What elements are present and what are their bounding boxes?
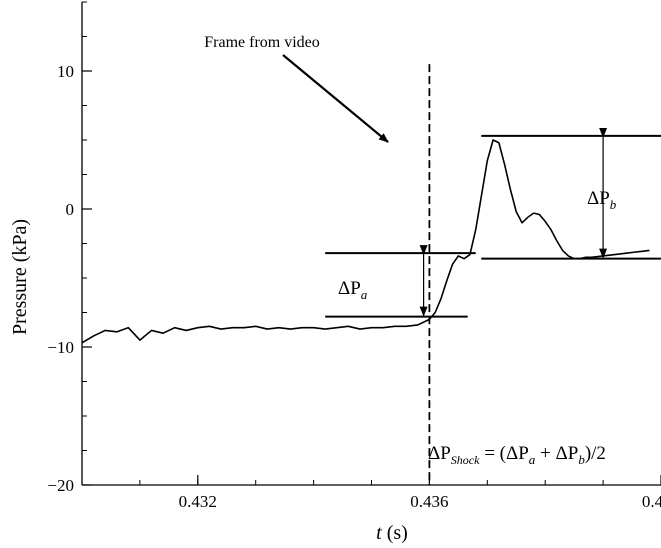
x-axis-label: t (s) bbox=[376, 522, 408, 544]
ticks: 0.432 0.436 0.440 −20 −10 0 10 bbox=[47, 1, 661, 511]
pressure-series-line bbox=[81, 139, 650, 344]
y-axis-label: Pressure (kPa) bbox=[9, 219, 31, 335]
y-tick-label: −20 bbox=[47, 476, 74, 495]
delta-pb-label: ΔPb bbox=[587, 188, 617, 212]
shock-formula: ΔPShock = (ΔPa + ΔPb)/2 bbox=[428, 443, 606, 467]
y-tick-label: 10 bbox=[57, 62, 74, 81]
x-tick-label: 0.436 bbox=[410, 492, 448, 511]
y-tick-label: 0 bbox=[66, 200, 75, 219]
annotations bbox=[282, 54, 661, 485]
frame-annotation-label: Frame from video bbox=[204, 34, 320, 51]
y-tick-label: −10 bbox=[47, 338, 74, 357]
series-layer bbox=[81, 139, 650, 344]
delta-pa-label: ΔPa bbox=[338, 278, 368, 302]
x-tick-label: 0.432 bbox=[179, 492, 217, 511]
x-tick-label: 0.440 bbox=[642, 492, 661, 511]
axes bbox=[81, 2, 661, 486]
frame-pointer-arrow bbox=[282, 54, 389, 143]
